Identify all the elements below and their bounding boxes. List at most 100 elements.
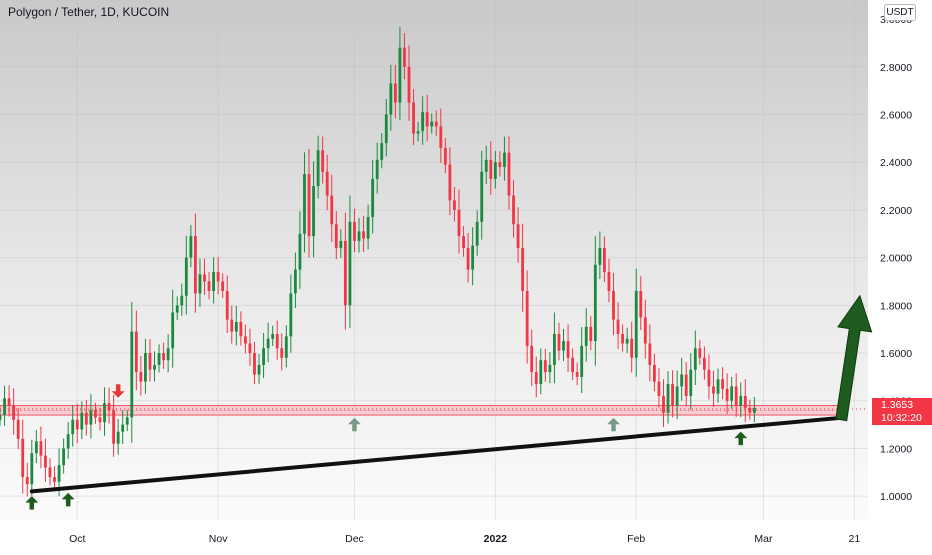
candle-body bbox=[293, 269, 297, 294]
candle-body bbox=[0, 415, 2, 420]
candle-body bbox=[643, 317, 647, 344]
x-tick-label: 21 bbox=[849, 533, 861, 545]
candle-body bbox=[303, 174, 306, 234]
candle-body bbox=[316, 150, 320, 187]
currency-badge[interactable]: USDT bbox=[884, 4, 916, 21]
candle-body bbox=[39, 441, 43, 456]
support-arrow-icon bbox=[25, 496, 39, 510]
candle-body bbox=[621, 333, 625, 344]
candle-body bbox=[84, 412, 88, 425]
candle-body bbox=[721, 379, 724, 389]
candle-body bbox=[203, 274, 206, 282]
x-tick-label: Dec bbox=[345, 533, 364, 545]
candle-body bbox=[503, 152, 506, 167]
candle-body bbox=[512, 195, 515, 225]
candle-body bbox=[330, 195, 334, 225]
x-tick-label: Oct bbox=[69, 533, 85, 545]
candle-body bbox=[680, 374, 684, 387]
candle-body bbox=[634, 291, 638, 358]
candle-body bbox=[534, 372, 538, 385]
candle-body bbox=[571, 357, 575, 373]
candle-body bbox=[353, 221, 356, 241]
candle-body bbox=[53, 477, 56, 482]
candle-body bbox=[525, 291, 529, 346]
candle-body bbox=[625, 338, 629, 344]
zone-touch-arrow-icon bbox=[606, 417, 621, 432]
candle-body bbox=[25, 477, 29, 485]
candle-body bbox=[412, 102, 415, 134]
candle-body bbox=[630, 338, 634, 358]
candle-body bbox=[66, 434, 70, 449]
candle-body bbox=[62, 448, 66, 466]
candle-body bbox=[698, 348, 702, 358]
candle-body bbox=[184, 257, 188, 296]
y-tick-label: 1.6000 bbox=[880, 348, 912, 360]
candle-body bbox=[748, 407, 752, 413]
candle-body bbox=[693, 348, 697, 370]
candle-body bbox=[253, 353, 256, 375]
candle-body bbox=[752, 407, 756, 413]
candle-body bbox=[657, 381, 661, 396]
candle-body bbox=[566, 341, 570, 358]
candle-body bbox=[3, 398, 6, 416]
candle-body bbox=[443, 147, 447, 165]
candle-body bbox=[98, 417, 102, 423]
candle-body bbox=[612, 291, 615, 320]
candle-body bbox=[403, 47, 406, 67]
candle-body bbox=[462, 236, 465, 249]
candle-body bbox=[530, 345, 534, 373]
candle-body bbox=[489, 159, 493, 179]
candle-body bbox=[180, 295, 184, 306]
candle-body bbox=[739, 395, 743, 406]
candle-body bbox=[171, 312, 175, 349]
candle-body bbox=[343, 240, 347, 306]
candle-body bbox=[666, 384, 670, 413]
candle-body bbox=[712, 386, 715, 394]
candle-body bbox=[212, 271, 216, 292]
candle-body bbox=[421, 112, 425, 132]
candle-body bbox=[575, 372, 579, 377]
candle-body bbox=[639, 291, 643, 318]
candle-body bbox=[603, 248, 606, 272]
time-axis bbox=[0, 520, 932, 550]
candle-body bbox=[548, 364, 552, 373]
candle-body bbox=[434, 121, 438, 127]
candle-body bbox=[12, 405, 16, 420]
candle-body bbox=[480, 171, 484, 222]
candle-body bbox=[380, 143, 384, 160]
candle-body bbox=[75, 419, 79, 430]
candle-body bbox=[266, 338, 270, 349]
candle-body bbox=[248, 343, 252, 354]
candle-body bbox=[148, 353, 152, 370]
candle-body bbox=[416, 131, 420, 134]
candle-body bbox=[707, 369, 711, 387]
price-axis bbox=[868, 0, 932, 550]
candle-body bbox=[284, 336, 288, 358]
candle-body bbox=[262, 348, 265, 365]
x-tick-label: Nov bbox=[209, 533, 228, 545]
candle-body bbox=[16, 419, 20, 439]
candle-body bbox=[44, 455, 47, 468]
candle-body bbox=[675, 386, 679, 406]
candle-body bbox=[375, 159, 379, 179]
y-tick-label: 1.0000 bbox=[880, 491, 912, 503]
candle-body bbox=[289, 293, 293, 337]
x-tick-label: Feb bbox=[627, 533, 645, 545]
candle-body bbox=[348, 221, 352, 306]
y-tick-label: 2.6000 bbox=[880, 109, 912, 121]
candle-body bbox=[30, 453, 34, 485]
candle-body bbox=[430, 121, 434, 127]
candle-body bbox=[671, 384, 674, 406]
rejection-arrow-icon bbox=[111, 384, 125, 398]
candle-body bbox=[730, 386, 734, 401]
candle-body bbox=[162, 353, 166, 361]
candle-body bbox=[80, 412, 84, 430]
candle-body bbox=[553, 333, 556, 365]
candle-body bbox=[94, 410, 97, 418]
candle-body bbox=[689, 369, 693, 396]
candle-body bbox=[7, 398, 11, 406]
candle-body bbox=[389, 83, 393, 115]
y-tick-label: 2.2000 bbox=[880, 205, 912, 217]
candle-body bbox=[475, 221, 479, 246]
